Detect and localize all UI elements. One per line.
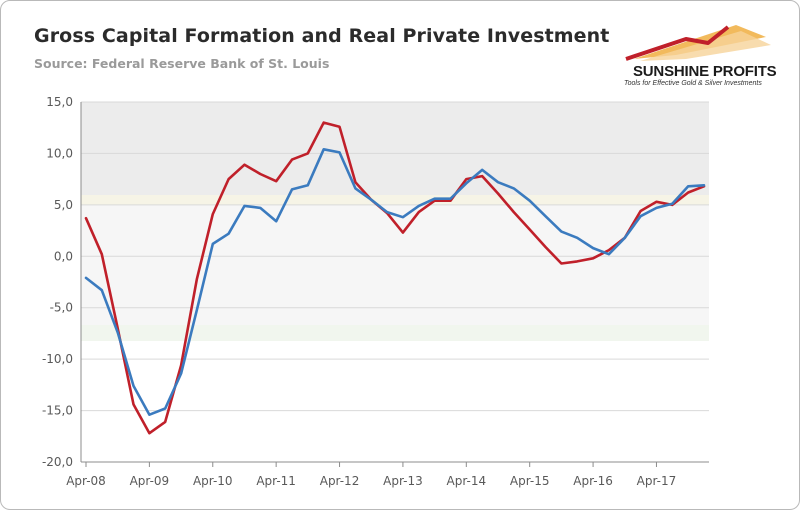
- plot-band-green: [81, 325, 709, 341]
- logo-red-swoosh: [625, 25, 730, 61]
- x-tick-label: Apr-08: [66, 474, 106, 488]
- plot-band-middle: [81, 205, 709, 325]
- y-tick-label: 5,0: [54, 198, 73, 212]
- y-tick-label: 15,0: [46, 95, 73, 109]
- x-tick-label: Apr-12: [320, 474, 360, 488]
- chart-subtitle: Source: Federal Reserve Bank of St. Loui…: [34, 56, 330, 71]
- series-line-real-private-investment: [84, 148, 706, 417]
- y-tick-label: -5,0: [50, 301, 73, 315]
- x-tick-label: Apr-11: [256, 474, 296, 488]
- brand-tagline: Tools for Effective Gold & Silver Invest…: [624, 80, 762, 87]
- x-tick-label: Apr-17: [637, 474, 677, 488]
- y-tick-label: -15,0: [42, 404, 73, 418]
- plot-band-upper: [81, 102, 709, 195]
- x-tick-label: Apr-16: [573, 474, 613, 488]
- x-tick-label: Apr-09: [130, 474, 170, 488]
- x-tick-label: Apr-10: [193, 474, 233, 488]
- x-tick-label: Apr-13: [383, 474, 423, 488]
- series-line-gross-capital-formation: [84, 121, 706, 435]
- x-tick-label: Apr-15: [510, 474, 550, 488]
- chart-title: Gross Capital Formation and Real Private…: [34, 25, 610, 47]
- y-tick-label: -10,0: [42, 352, 73, 366]
- plot-band-gold: [81, 195, 709, 205]
- y-tick-label: 0,0: [54, 249, 73, 263]
- y-tick-label: 10,0: [46, 146, 73, 160]
- logo-light-stripe: [640, 31, 771, 61]
- brand-name: SUNSHINE PROFITS: [633, 63, 777, 80]
- sunshine-profits-logo-icon: [625, 25, 771, 61]
- x-tick-label: Apr-14: [447, 474, 487, 488]
- y-tick-label: -20,0: [42, 455, 73, 469]
